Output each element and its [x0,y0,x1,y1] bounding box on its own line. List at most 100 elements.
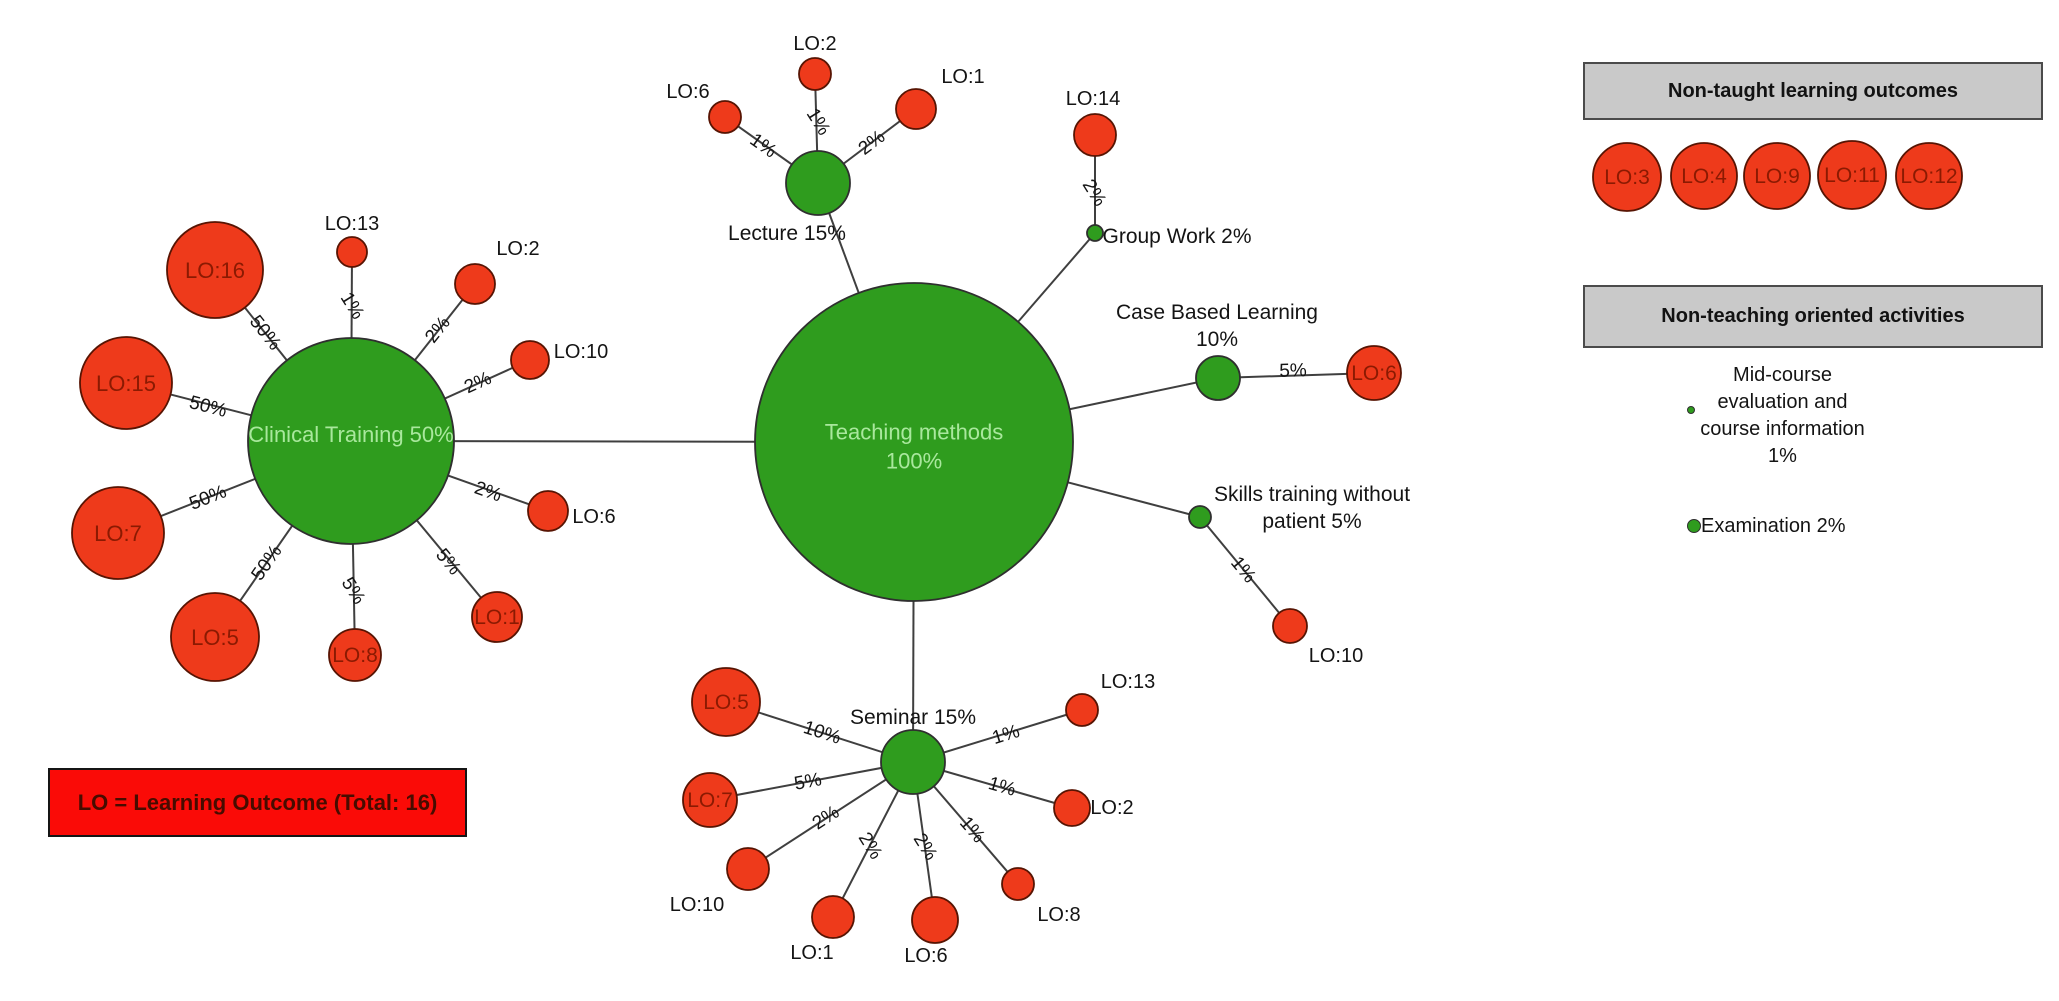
lo-note-text: LO = Learning Outcome (Total: 16) [77,789,438,815]
node-clinical-lo13 [336,236,368,268]
node-legend-lo3 [1592,142,1662,212]
node-legend-lo9 [1743,142,1811,210]
edge-seminar-seminar-lo7 [709,761,914,801]
legend-activities-box: Non-teaching oriented activities [1583,285,2043,348]
node-lecture-lo1 [895,88,937,130]
node-legend-lo4 [1670,142,1738,210]
legend-non-taught-title: Non-taught learning outcomes [1668,79,1958,102]
label-legend-lo11: LO:11 [1824,164,1880,187]
label-skills-training: Skills training without patient 5% [1214,483,1410,533]
midcourse-label: Mid-course evaluation and course informa… [1660,362,1905,470]
lo-note-box: LO = Learning Outcome (Total: 16) [48,768,467,837]
node-seminar-lo13 [1065,693,1099,727]
label-legend-lo12: LO:12 [1900,165,1957,188]
edge-label-case-based-learning-cbl-lo6: 5% [1279,360,1307,382]
edge-label-clinical-training-clinical-lo7: 50% [186,481,229,515]
edge-label-clinical-training-clinical-lo5: 50% [248,541,287,584]
node-seminar-lo6 [911,896,959,944]
node-clinical-lo8 [328,628,382,682]
label-legend-lo9: LO:9 [1754,165,1800,188]
label-seminar-lo2: LO:2 [1090,797,1133,819]
label-legend-lo3: LO:3 [1604,166,1650,189]
node-groupwork-lo14 [1073,113,1117,157]
node-clinical-lo15 [79,336,173,430]
label-case-based-learning: Case Based Learning 10% [1116,301,1318,351]
edge-label-clinical-training-clinical-lo13: 1% [336,289,368,324]
label-groupwork-lo14: LO:14 [1066,88,1120,110]
node-clinical-lo10 [510,340,550,380]
edge-label-clinical-training-clinical-lo1: 5% [431,545,465,580]
node-clinical-training [247,337,455,545]
label-clinical-lo6: LO:6 [572,506,615,528]
node-lecture-lo2 [798,57,832,91]
node-clinical-lo2 [454,263,496,305]
label-clinical-lo16: LO:16 [185,258,245,283]
label-lecture-lo2: LO:2 [793,33,836,55]
label-clinical-lo15: LO:15 [96,371,156,396]
node-clinical-lo1 [471,591,523,643]
edge-label-seminar-seminar-lo13: 1% [990,721,1023,749]
label-group-work: Group Work 2% [1103,225,1252,248]
label-legend-lo4: LO:4 [1681,165,1727,188]
label-cbl-lo6: LO:6 [1351,362,1397,385]
label-clinical-training: Clinical Training 50% [248,422,453,447]
edge-label-seminar-seminar-lo6: 2% [909,830,941,865]
label-seminar: Seminar 15% [850,706,976,729]
edge-label-seminar-seminar-lo5: 10% [801,717,844,749]
node-seminar-lo2 [1053,789,1091,827]
examination-dot-icon [1687,519,1701,533]
node-clinical-lo16 [166,221,264,319]
node-case-based-learning [1195,355,1241,401]
label-clinical-lo1: LO:1 [474,606,520,629]
label-clinical-lo13: LO:13 [325,213,379,235]
node-legend-lo12 [1895,142,1963,210]
edge-label-clinical-training-clinical-lo15: 50% [187,392,229,422]
edge-label-clinical-training-clinical-lo10: 2% [461,368,495,398]
edge-label-seminar-seminar-lo7: 5% [793,769,824,795]
node-teaching-methods [754,282,1074,602]
label-lecture-lo6: LO:6 [666,81,709,103]
node-seminar-lo1 [811,895,855,939]
node-seminar-lo8 [1001,867,1035,901]
label-clinical-lo7: LO:7 [94,521,142,546]
label-teaching-methods: Teaching methods 100% [825,419,1004,473]
midcourse-line-1: Mid-course [1733,364,1832,386]
node-clinical-lo6 [527,490,569,532]
edge-label-lecture-lecture-lo2: 1% [802,105,834,140]
node-seminar [880,729,946,795]
label-seminar-lo10: LO:10 [670,894,724,916]
label-seminar-lo1: LO:1 [790,942,833,964]
node-seminar-lo7 [682,772,738,828]
midcourse-line-3: course information [1700,418,1865,440]
label-clinical-lo5: LO:5 [191,625,239,650]
edge-label-clinical-training-clinical-lo8: 5% [337,574,369,609]
edge-label-lecture-lecture-lo1: 2% [855,126,890,159]
edge-label-seminar-seminar-lo2: 1% [986,773,1018,801]
edge-label-group-work-groupwork-lo14: 2% [1078,176,1110,211]
midcourse-dot-icon [1687,406,1695,414]
edge-label-clinical-training-clinical-lo6: 2% [472,478,505,507]
label-seminar-lo8: LO:8 [1037,904,1080,926]
edge-label-seminar-seminar-lo1: 2% [854,829,886,864]
node-clinical-lo7 [71,486,165,580]
label-seminar-lo6: LO:6 [904,945,947,967]
node-group-work [1086,224,1104,242]
node-legend-lo11 [1817,140,1887,210]
label-clinical-lo8: LO:8 [332,644,378,667]
node-skills-training [1188,505,1212,529]
node-lecture [785,150,851,216]
node-cbl-lo6 [1346,345,1402,401]
label-seminar-lo13: LO:13 [1101,671,1155,693]
legend-activities-title: Non-teaching oriented activities [1661,305,1965,327]
label-seminar-lo5: LO:5 [703,691,749,714]
label-seminar-lo7: LO:7 [687,789,733,812]
edge-label-clinical-training-clinical-lo2: 2% [421,313,455,348]
label-clinical-lo2: LO:2 [496,238,539,260]
label-lecture-lo1: LO:1 [941,66,984,88]
label-lecture: Lecture 15% [728,222,846,245]
edge-label-seminar-seminar-lo10: 2% [809,802,844,835]
examination-label: Examination 2% [1701,515,1846,537]
midcourse-line-2: evaluation and [1717,391,1848,413]
